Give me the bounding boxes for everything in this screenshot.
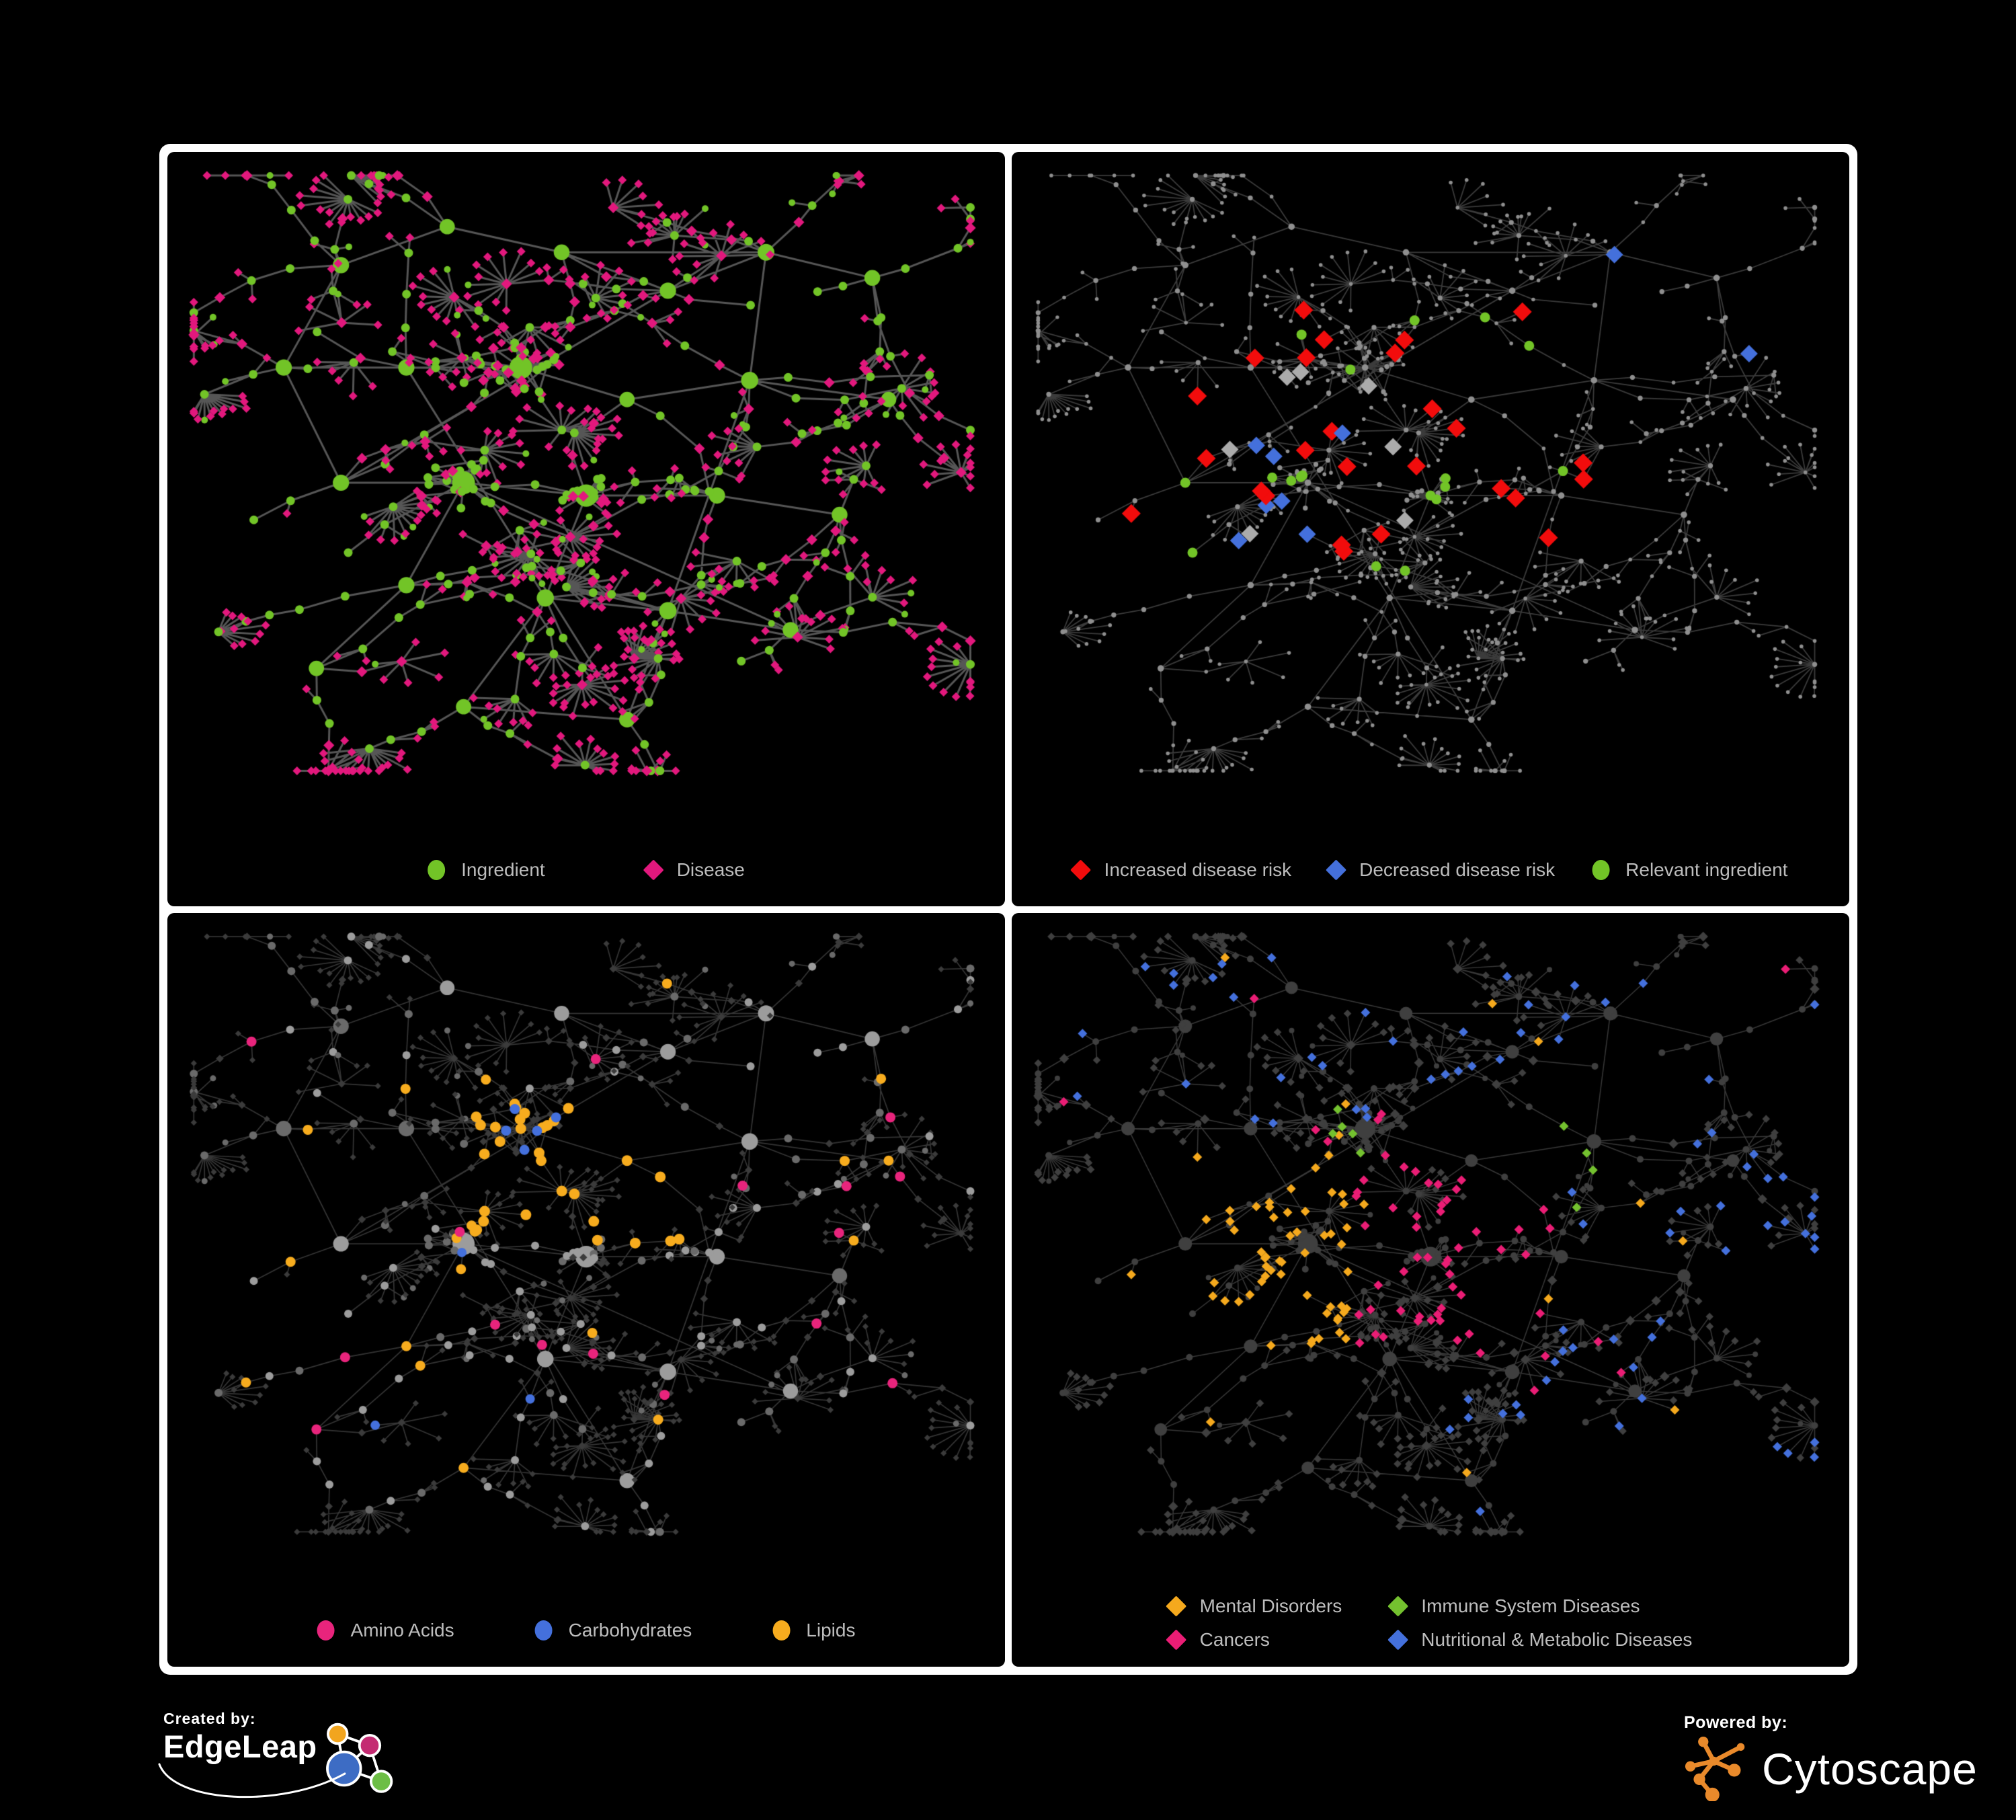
legend-marker-diamond <box>1166 1629 1187 1651</box>
legend-item: Immune System Diseases <box>1387 1595 1640 1617</box>
legend-marker-diamond <box>643 859 664 881</box>
network-canvas-ingredient-classes <box>167 912 1005 1667</box>
legend-marker-diamond <box>1325 859 1346 881</box>
network-canvas-disease-classes <box>1012 912 1849 1667</box>
legend-marker-diamond <box>1070 859 1092 881</box>
legend-item: Increased disease risk <box>1070 859 1292 881</box>
edgeleap-logo-icon <box>325 1723 393 1793</box>
panel-grid: Ingredient Disease Increased disease risk… <box>159 144 1857 1675</box>
legend-marker-circle <box>317 1620 335 1640</box>
legend-item: Amino Acids <box>317 1620 454 1641</box>
powered-by-label: Powered by: <box>1684 1713 1788 1732</box>
legend-item: Decreased disease risk <box>1325 859 1556 881</box>
network-canvas-ingredient-disease <box>167 152 1005 906</box>
legend-disease-classes: Mental Disorders Immune System Diseases Ca… <box>1166 1595 1693 1651</box>
legend-item: Relevant ingredient <box>1592 859 1787 881</box>
cytoscape-credit: Powered by: <box>1684 1713 1978 1801</box>
legend-item: Cancers <box>1166 1629 1270 1651</box>
legend-item: Carbohydrates <box>534 1620 692 1641</box>
legend-label: Increased disease risk <box>1104 859 1292 880</box>
legend-label: Mental Disorders <box>1199 1595 1342 1616</box>
legend-label: Amino Acids <box>350 1620 454 1640</box>
panel-disease-risk: Increased disease risk Decreased disease … <box>1012 152 1849 906</box>
panel-disease-classes: Mental Disorders Immune System Diseases Ca… <box>1012 912 1849 1667</box>
legend-marker-circle <box>534 1620 553 1640</box>
legend-marker-circle <box>428 859 446 880</box>
edgeleap-credit: Created by: EdgeLeap <box>158 1710 397 1803</box>
legend-item: Lipids <box>772 1620 855 1641</box>
network-canvas-disease-risk <box>1012 152 1849 906</box>
legend-label: Immune System Diseases <box>1421 1595 1640 1616</box>
legend-marker-circle <box>1592 859 1610 880</box>
legend-ingredient-classes: Amino Acids Carbohydrates Lipids <box>317 1620 855 1641</box>
legend-marker-diamond <box>1387 1595 1408 1617</box>
legend-marker-diamond <box>1387 1629 1408 1651</box>
legend-label: Disease <box>676 859 745 880</box>
legend-label: Decreased disease risk <box>1359 859 1556 880</box>
created-by-label: Created by: <box>163 1710 256 1727</box>
legend-label: Cancers <box>1199 1629 1270 1650</box>
legend-item: Mental Disorders <box>1166 1595 1342 1617</box>
legend-item: Disease <box>643 859 745 881</box>
edgeleap-logo-text: EdgeLeap <box>163 1729 317 1764</box>
legend-disease-risk: Increased disease risk Decreased disease … <box>1070 859 1787 881</box>
legend-label: Nutritional & Metabolic Diseases <box>1421 1629 1693 1650</box>
legend-label: Carbohydrates <box>568 1620 692 1640</box>
cytoscape-logo-icon <box>1685 1737 1745 1801</box>
legend-label: Ingredient <box>461 859 545 880</box>
legend-marker-diamond <box>1166 1595 1187 1617</box>
legend-label: Lipids <box>806 1620 856 1640</box>
cytoscape-logo-text: Cytoscape <box>1762 1744 1978 1794</box>
legend-ingredient-disease: Ingredient Disease <box>428 859 745 881</box>
panel-ingredient-disease: Ingredient Disease <box>167 152 1005 906</box>
legend-label: Relevant ingredient <box>1625 859 1788 880</box>
legend-item: Ingredient <box>428 859 545 881</box>
legend-marker-circle <box>772 1620 791 1640</box>
panel-ingredient-classes: Amino Acids Carbohydrates Lipids <box>167 912 1005 1667</box>
legend-item: Nutritional & Metabolic Diseases <box>1387 1629 1693 1651</box>
